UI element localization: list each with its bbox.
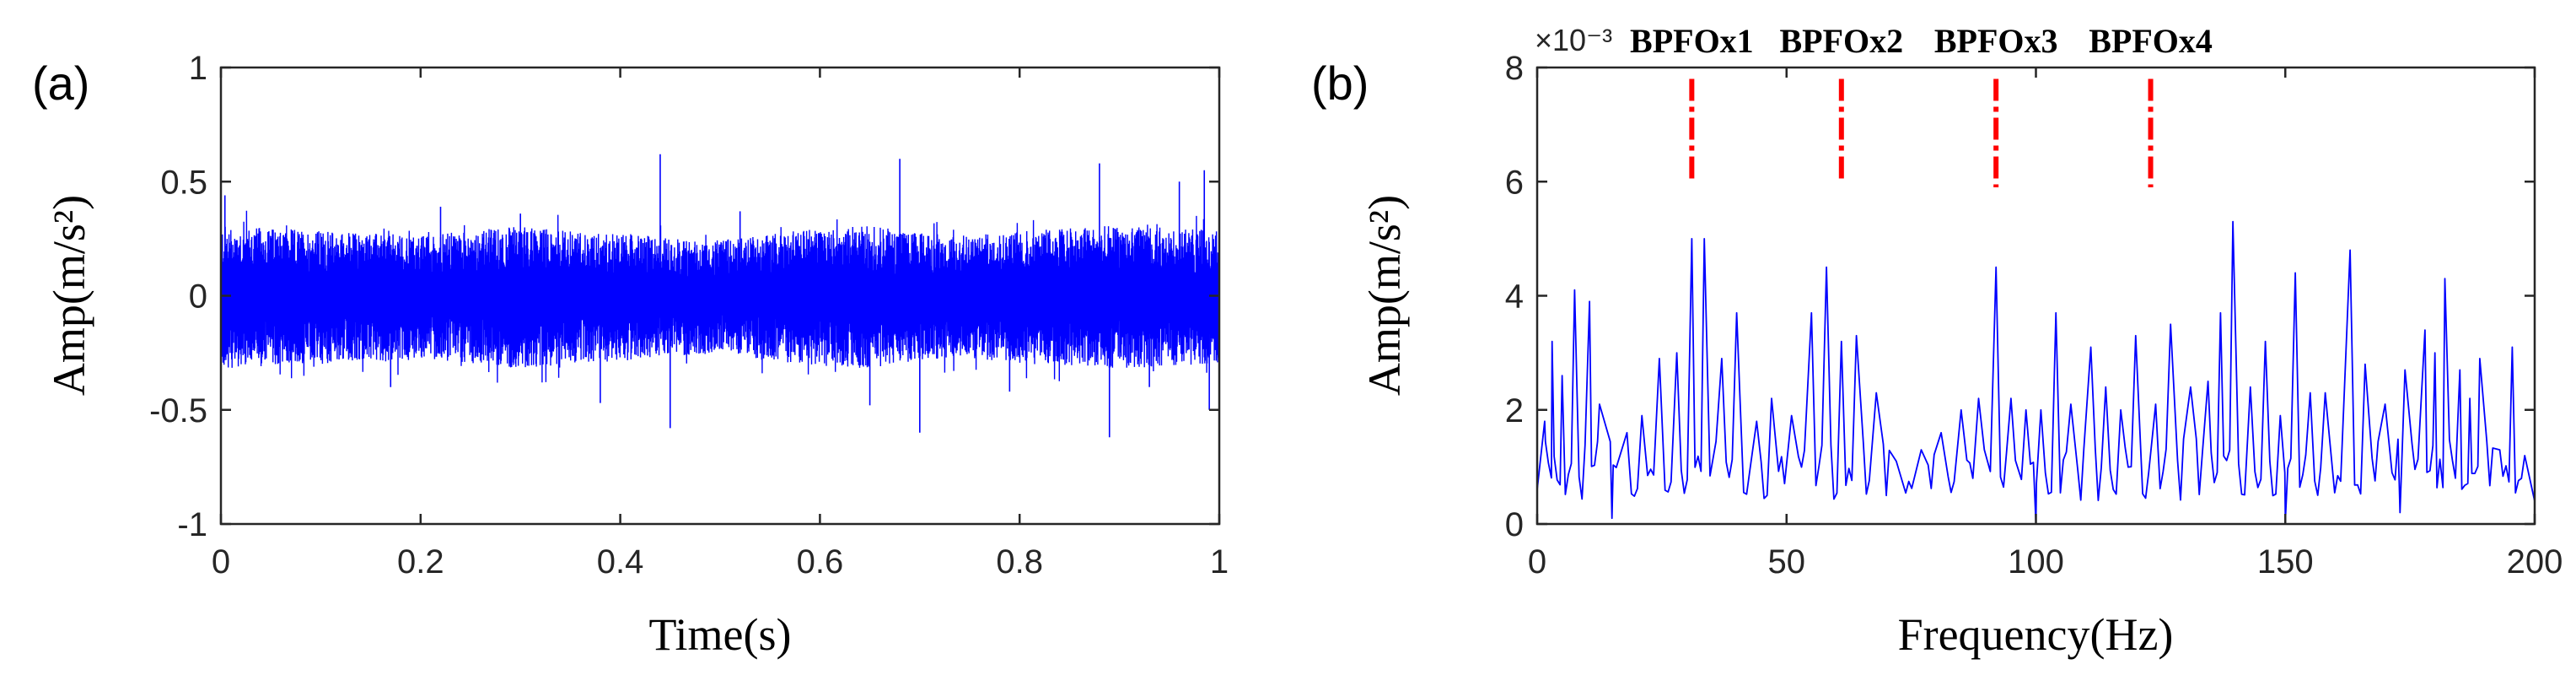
panel-b-label: (b)	[1311, 57, 1369, 110]
panel-b-y-tick-label: 0	[1505, 506, 1524, 543]
panel-a-y-tick-label: 0.5	[160, 164, 207, 201]
panel-a-y-tick-label: 0	[189, 278, 207, 316]
panel-b-y-tick-label: 6	[1505, 164, 1524, 201]
panel-a-x-tick-label: 0	[212, 543, 230, 581]
panel-a-y-tick-label: -0.5	[149, 392, 207, 429]
panel-b-y-ticks: 0 2 4 6 8	[1505, 50, 2535, 543]
panel-b-y-tick-label: 4	[1505, 278, 1524, 316]
panel-b-x-tick-label: 200	[2507, 543, 2563, 581]
panel-a-x-tick-label: 0.2	[397, 543, 444, 581]
panel-a-y-tick-label: 1	[189, 50, 207, 87]
panel-b-multiplier: ×10⁻³	[1535, 23, 1612, 57]
panel-b-axes-box	[1535, 66, 2536, 526]
panel-b-x-ticks: 0 50 100 150 200	[1528, 68, 2563, 581]
panel-a-y-tick-label: -1	[177, 506, 207, 543]
panel-b-spectrum-line	[1536, 220, 2536, 525]
panel-a-x-tick-label: 0.6	[797, 543, 844, 581]
panel-b-x-tick-label: 100	[2008, 543, 2064, 581]
bpfo-marker-label: BPFOx3	[1934, 22, 2058, 60]
bpfo-marker-label: BPFOx1	[1630, 22, 1754, 60]
panel-a-x-tick-label: 0.4	[597, 543, 644, 581]
panel-a-y-label: Amp(m/s²)	[44, 195, 94, 396]
panel-b-y-label: Amp(m/s²)	[1359, 195, 1410, 396]
bpfo-marker-label: BPFOx4	[2089, 22, 2213, 60]
panel-a-x-tick-label: 0.8	[996, 543, 1043, 581]
panel-a-series	[220, 154, 1220, 438]
panel-a-label: (a)	[32, 57, 89, 110]
panel-a-x-ticks: 0 0.2 0.4 0.6 0.8 1	[212, 68, 1229, 581]
panel-b-y-tick-label: 2	[1505, 392, 1524, 429]
panel-b-x-tick-label: 0	[1528, 543, 1546, 581]
panel-b-spectrum: (b) ×10⁻³ BPFOx1 BPFOx2 BPFOx3 BPFOx4 0 50 10…	[1311, 22, 2563, 660]
panel-a-signal-line	[220, 210, 1220, 383]
panel-a-x-tick-label: 1	[1210, 543, 1229, 581]
panel-a-x-label: Time(s)	[648, 609, 791, 660]
panel-b-series	[1536, 220, 2536, 525]
panel-b-x-tick-label: 50	[1768, 543, 1806, 581]
panel-a-time-signal: (a) 0 0.2 0.4 0.6 0.8 1 -1 -0.5 0 0.5 1 Time(s) A…	[32, 50, 1229, 660]
bpfo-marker-label: BPFOx2	[1779, 22, 1903, 60]
panel-b-y-tick-label: 8	[1505, 50, 1524, 87]
panel-b-x-tick-label: 150	[2257, 543, 2314, 581]
panel-a-y-ticks: -1 -0.5 0 0.5 1	[149, 50, 1219, 543]
panel-b-annotations: BPFOx1 BPFOx2 BPFOx3 BPFOx4	[1630, 22, 2213, 188]
panel-b-x-label: Frequency(Hz)	[1898, 609, 2174, 660]
